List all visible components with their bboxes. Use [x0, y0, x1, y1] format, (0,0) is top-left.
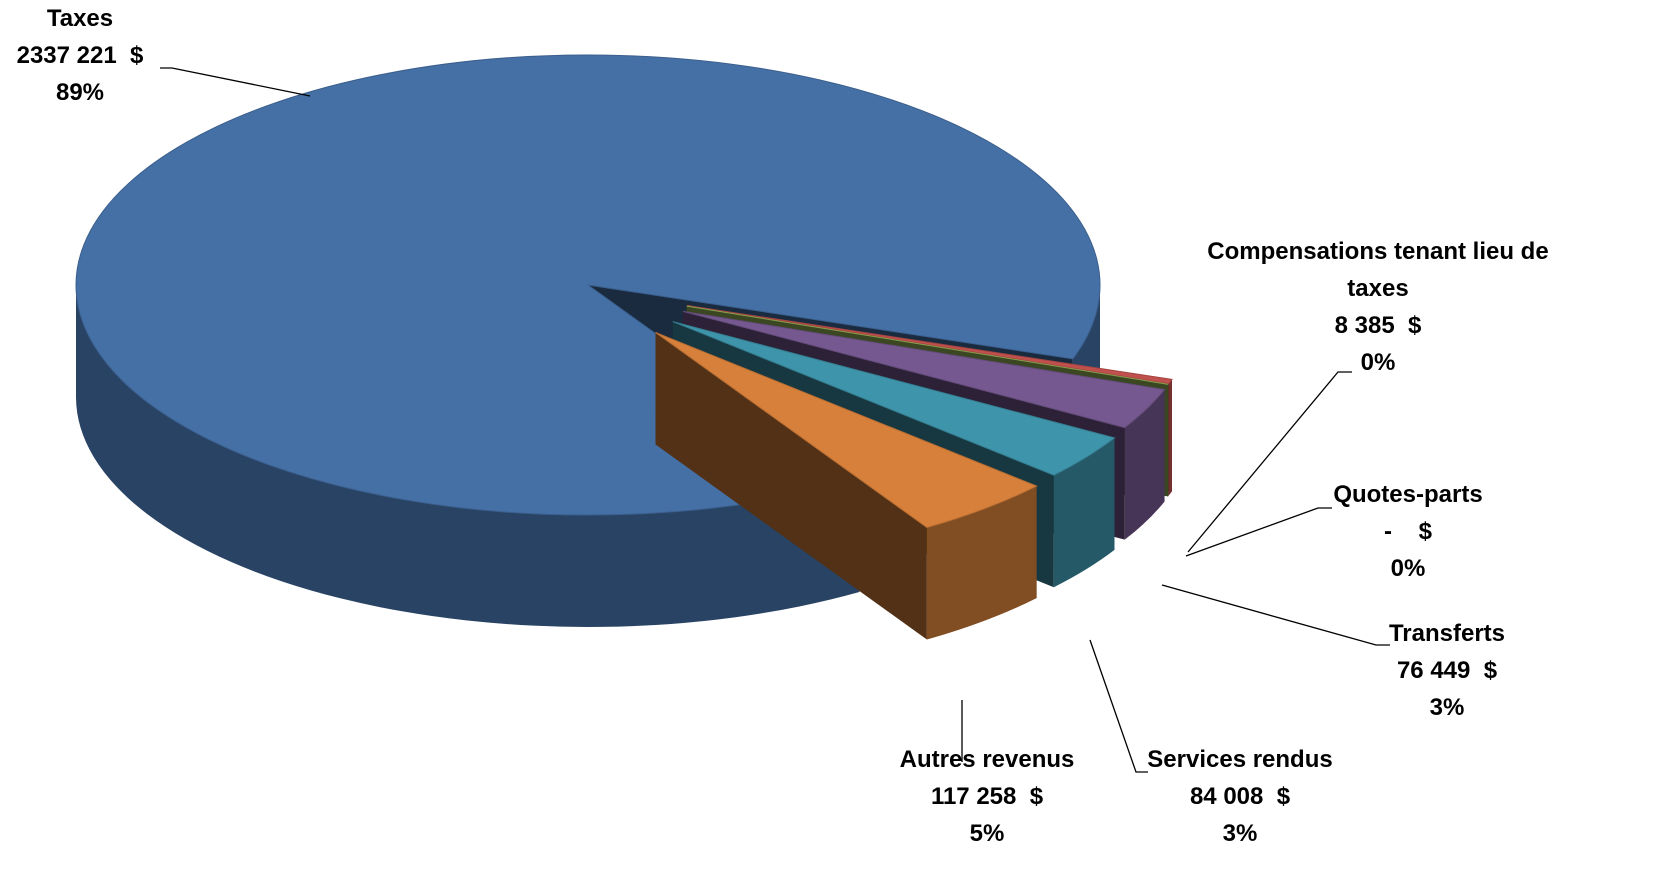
- label: Taxes 2337 221 $ 89%: [0, 0, 160, 111]
- label: Compensations tenant lieu de taxes 8 385…: [1198, 233, 1558, 381]
- slice: [687, 305, 1173, 385]
- slice-side: [926, 486, 1037, 640]
- slice: [672, 321, 1116, 476]
- slice-side: [1168, 379, 1172, 496]
- value-label: - $: [1383, 518, 1432, 545]
- label: Quotes-parts - $ 0%: [1308, 476, 1508, 587]
- slice-wall: [655, 332, 927, 640]
- category-label: Compensations tenant lieu de taxes: [1207, 238, 1549, 302]
- value-label: 2337 221 $: [16, 42, 144, 69]
- percent-label: 5%: [969, 820, 1005, 847]
- percent-label: 0%: [1390, 555, 1426, 582]
- slice-side: [76, 285, 860, 627]
- category-label: Quotes-parts: [1333, 481, 1483, 508]
- leader-line: [1089, 639, 1148, 773]
- percent-label: 89%: [55, 79, 105, 106]
- category-label: Autres revenus: [899, 746, 1075, 773]
- category-label: Services rendus: [1147, 746, 1333, 773]
- value-label: 117 258 $: [930, 783, 1044, 810]
- percent-label: 0%: [1360, 349, 1396, 376]
- slice: [655, 331, 1038, 529]
- label: Services rendus 84 008 $ 3%: [1130, 741, 1350, 852]
- leader-line: [1161, 584, 1390, 646]
- leader-line: [1187, 371, 1352, 553]
- leader-lines: [160, 67, 1390, 773]
- slice: [682, 310, 1166, 429]
- category-label: Transferts: [1388, 620, 1506, 647]
- leader-line: [1185, 507, 1332, 557]
- percent-label: 3%: [1429, 694, 1465, 721]
- value-label: 76 449 $: [1396, 657, 1498, 684]
- label: Transferts 76 449 $ 3%: [1357, 615, 1537, 726]
- value-label: 84 008 $: [1189, 783, 1291, 810]
- value-label: 8 385 $: [1334, 312, 1422, 339]
- label: Autres revenus 117 258 $ 5%: [877, 741, 1097, 852]
- slice-side: [1053, 437, 1115, 588]
- category-label: Taxes: [46, 5, 114, 32]
- slice-side: [1124, 389, 1165, 540]
- leader-line: [160, 67, 311, 97]
- percent-label: 3%: [1222, 820, 1258, 847]
- slices: [75, 54, 1173, 640]
- slice: [75, 54, 1101, 516]
